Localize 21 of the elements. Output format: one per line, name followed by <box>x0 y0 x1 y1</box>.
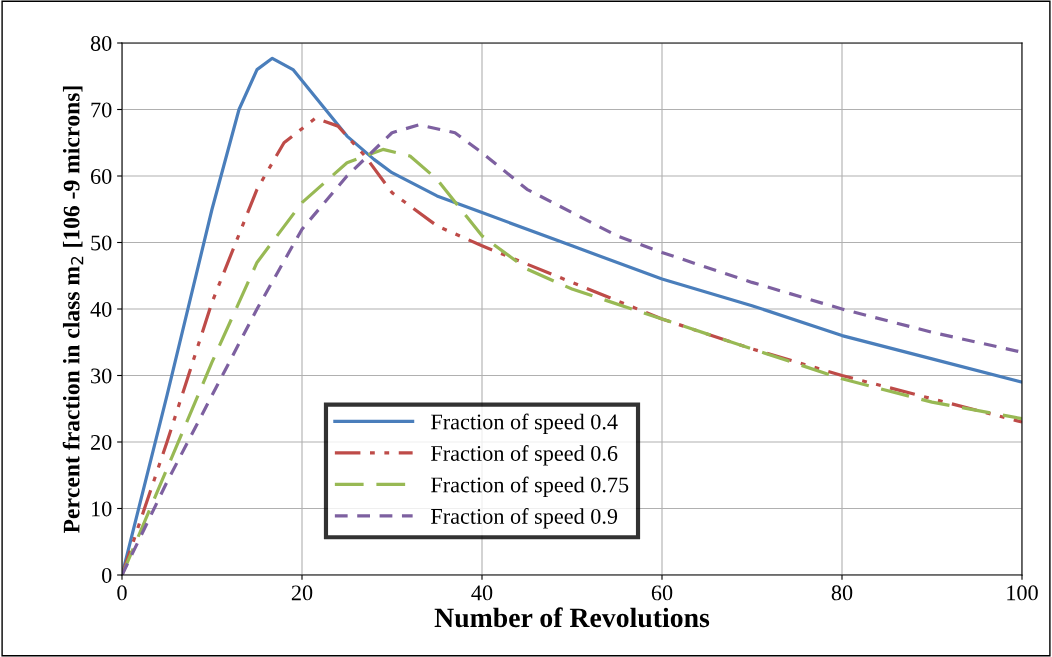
y-tick-label: 10 <box>92 501 112 517</box>
x-axis-title: Number of Revolutions <box>434 607 710 628</box>
y-tick-label: 60 <box>91 168 112 184</box>
x-tick-label: 60 <box>651 585 673 601</box>
y-tick-label: 0 <box>102 567 112 583</box>
y-tick-label: 70 <box>91 102 112 118</box>
y-tick-label: 40 <box>90 301 112 317</box>
x-tick-label: 80 <box>831 585 853 601</box>
y-tick-label: 80 <box>90 35 112 51</box>
x-tick-label: 20 <box>291 585 313 601</box>
y-tick-label: 20 <box>91 434 112 450</box>
y-tick-label: 30 <box>91 368 112 384</box>
x-tick-label: 40 <box>471 585 493 601</box>
legend-label: Fraction of speed 0.4 <box>431 413 618 434</box>
x-tick-label: 100 <box>1007 585 1038 601</box>
y-tick-label: 50 <box>91 235 112 251</box>
legend-label: Fraction of speed 0.6 <box>431 445 618 466</box>
y-axis-title: Percent fraction in class m$_{2}$ [106 -9 microns] <box>62 86 84 534</box>
x-tick-label: 0 <box>117 585 127 601</box>
legend-label: Fraction of speed 0.9 <box>431 508 618 529</box>
legend-label: Fraction of speed 0.75 <box>431 476 629 497</box>
